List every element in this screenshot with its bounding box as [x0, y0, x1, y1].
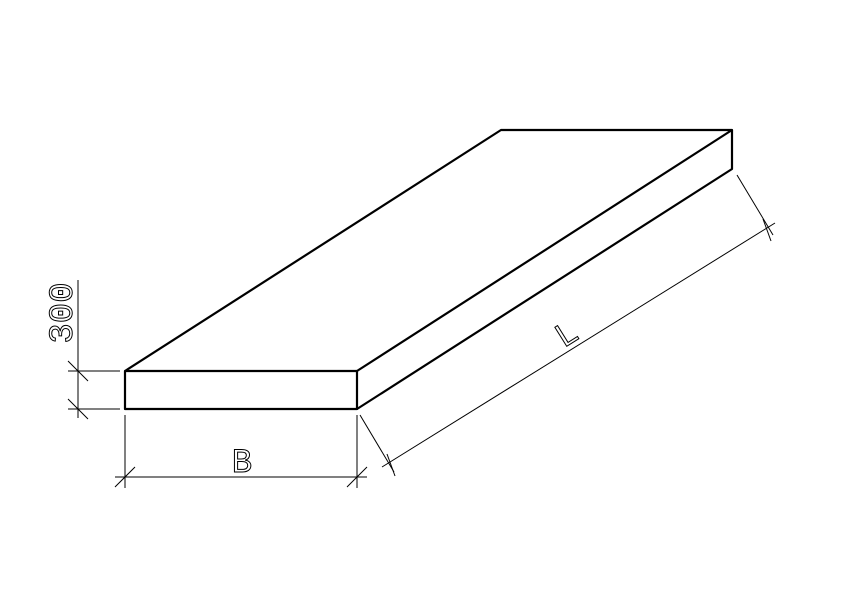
- extension-line: [736, 174, 774, 236]
- dimension-lines: [67, 174, 776, 488]
- tick: [346, 466, 368, 488]
- slab: [123, 128, 734, 411]
- side-face: [356, 130, 734, 410]
- height-label: 300: [45, 282, 83, 343]
- length-dimension-line: [381, 222, 776, 468]
- tick: [762, 218, 772, 242]
- top-face: [124, 128, 734, 372]
- tick: [67, 360, 89, 382]
- front-face: [123, 369, 359, 411]
- tick: [386, 453, 396, 477]
- tick: [67, 398, 89, 420]
- width-label: B: [232, 445, 252, 483]
- tick: [114, 466, 136, 488]
